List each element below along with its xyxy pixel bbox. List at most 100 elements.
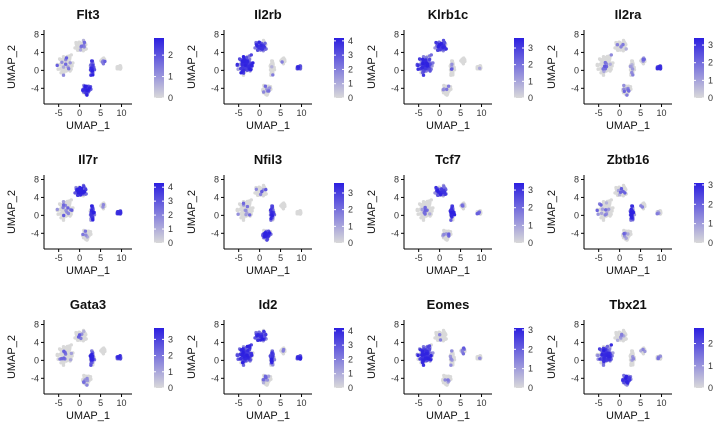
y-axis-label: UMAP_2 <box>366 45 378 89</box>
cell-point <box>442 232 446 237</box>
cell-point <box>78 190 83 194</box>
cell-point <box>60 60 64 64</box>
cell-point <box>55 63 59 68</box>
point-layer <box>55 183 123 242</box>
cell-point <box>445 92 450 96</box>
cell-point <box>280 60 284 64</box>
color-bar-label: 1 <box>348 79 353 89</box>
cell-point <box>88 354 93 358</box>
x-tick-label: 10 <box>477 253 487 263</box>
cell-point <box>263 84 268 88</box>
cell-point <box>255 43 259 48</box>
cell-point <box>90 204 94 208</box>
cell-point <box>65 200 69 205</box>
cell-point <box>267 86 272 90</box>
cell-point <box>428 212 432 216</box>
cell-point <box>248 210 252 214</box>
cell-point <box>68 61 72 65</box>
y-axis-label: UMAP_2 <box>366 190 378 234</box>
cell-point <box>434 185 438 190</box>
cell-point <box>619 45 623 49</box>
y-tick-label: 4 <box>34 192 39 202</box>
point-layer <box>235 328 303 387</box>
cell-point <box>67 54 72 58</box>
y-tick-label: 4 <box>214 337 219 347</box>
cell-point <box>236 208 240 213</box>
cell-point <box>438 42 442 47</box>
color-bar-label: 3 <box>528 43 533 53</box>
cell-point <box>627 89 631 93</box>
cell-point <box>235 62 239 67</box>
color-bar <box>154 38 164 98</box>
color-bar-label: 1 <box>708 75 713 85</box>
cell-point <box>420 65 425 70</box>
x-axis-label: UMAP_1 <box>246 120 290 132</box>
color-bar <box>154 183 164 243</box>
x-tick-label: -5 <box>55 398 63 408</box>
cell-point <box>56 67 60 71</box>
cell-point <box>603 64 607 68</box>
cell-point <box>438 192 443 197</box>
x-tick-label: 10 <box>117 398 127 408</box>
x-tick-label: -5 <box>415 108 423 118</box>
color-bar-label: 2 <box>168 50 173 60</box>
cell-point <box>63 68 68 72</box>
color-bar-label: 0 <box>168 93 173 103</box>
cell-point <box>630 204 635 208</box>
cell-point <box>236 212 240 216</box>
cell-point <box>460 203 464 207</box>
cell-point <box>240 212 244 217</box>
cell-point <box>425 64 430 68</box>
cell-point <box>630 67 635 71</box>
color-bar-label: 2 <box>528 60 533 70</box>
cell-point <box>475 212 479 216</box>
cell-point <box>82 329 86 334</box>
cell-point <box>255 193 260 197</box>
cell-point <box>259 43 263 47</box>
cell-point <box>242 59 246 64</box>
cell-point <box>100 350 104 354</box>
y-tick-label: 0 <box>34 210 39 220</box>
cell-point <box>619 187 624 191</box>
y-tick-label: 0 <box>214 355 219 365</box>
cell-point <box>431 61 435 65</box>
cell-point <box>615 43 620 47</box>
x-tick-label: 0 <box>77 398 82 408</box>
cell-point <box>449 218 453 222</box>
y-tick-label: 8 <box>394 174 399 184</box>
cell-point <box>606 204 610 208</box>
y-tick-label: 4 <box>394 192 399 202</box>
cell-point <box>271 73 275 77</box>
cell-point <box>63 62 68 66</box>
cell-point <box>249 53 253 57</box>
cell-point <box>89 66 93 70</box>
point-layer <box>415 38 483 97</box>
color-bar-label: 2 <box>348 205 353 215</box>
x-tick-label: 10 <box>117 253 127 263</box>
cell-point <box>248 213 252 217</box>
color-bar-label: 0 <box>528 93 533 103</box>
cell-point <box>445 237 450 241</box>
cell-point <box>82 380 86 384</box>
cell-point <box>62 356 66 360</box>
cell-point <box>75 48 80 52</box>
cell-point <box>609 53 613 57</box>
cell-point <box>624 47 628 51</box>
cell-point <box>257 40 261 44</box>
cell-point <box>241 201 246 205</box>
y-tick-label: 4 <box>214 47 219 57</box>
cell-point <box>237 202 242 206</box>
y-tick-label: 8 <box>214 319 219 329</box>
cell-point <box>599 211 604 215</box>
cell-point <box>416 63 420 68</box>
cell-point <box>604 201 609 205</box>
cell-point <box>65 345 69 350</box>
x-axis-label: UMAP_1 <box>606 120 650 132</box>
cell-point <box>81 232 85 237</box>
cell-point <box>90 59 94 63</box>
cell-point <box>296 65 301 69</box>
y-tick-label: 8 <box>394 29 399 39</box>
color-bar-label: 3 <box>348 188 353 198</box>
panel-title: Id2 <box>259 297 278 312</box>
